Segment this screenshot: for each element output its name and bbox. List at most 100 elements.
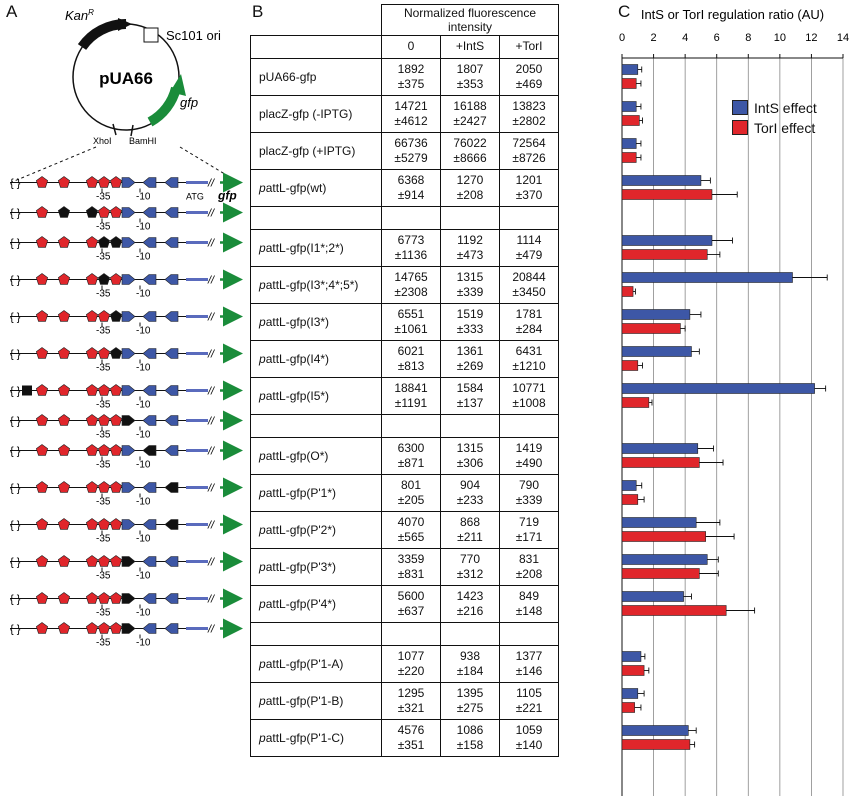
table-row: pattL-gfp(O*) 6300 ±871 1315 ±306 1419 ±490: [250, 436, 559, 475]
legend-label-ints: IntS effect: [754, 100, 817, 116]
binding-site-pentagon: [109, 444, 123, 456]
construct-name: pattL-gfp(P'1*): [250, 473, 382, 512]
value-cell: 1377 ±146: [499, 644, 559, 683]
bracket-symbol: { }: [10, 178, 21, 190]
name-prefix: p: [259, 596, 266, 611]
value-cell: 72564 ±8726: [499, 131, 559, 170]
binding-site-pentagon: [35, 518, 49, 530]
minus10-label: -10: [136, 289, 151, 300]
construct-name: pattL-gfp(O*): [250, 436, 382, 475]
value-cell: 6773 ±1136: [381, 228, 441, 267]
name-text: attL-gfp(I3*;4*;5*): [265, 277, 359, 292]
value-cell: 770 ±312: [440, 547, 500, 586]
bar-tori: [621, 702, 635, 713]
binding-site-pentagon: [57, 592, 71, 604]
bracket-symbol: { }: [10, 349, 21, 361]
binding-site-pentagon: [109, 414, 123, 426]
construct-name: pattL-gfp(P'1-C): [250, 718, 382, 757]
table-row: pattL-gfp(P'1-B) 1295 ±321 1395 ±275 1105 ±…: [250, 681, 559, 720]
binding-site-arrow: [142, 623, 157, 634]
minus10-label: -10: [136, 326, 151, 337]
value-cell: 10771 ±1008: [499, 376, 559, 415]
minus10-label: -10: [136, 252, 151, 263]
bar-tori: [621, 115, 640, 126]
bar-tori: [621, 78, 637, 89]
name-prefix: p: [259, 730, 266, 745]
bar-ints: [621, 517, 697, 528]
constructs-group: { } // -35 -10 ATG gfp { } // -35 -10 { } // -35 -10 {…: [10, 172, 243, 649]
minus35-label: -35: [96, 400, 111, 411]
binding-site-arrow: [142, 274, 157, 285]
name-prefix: p: [259, 559, 266, 574]
binding-site-pentagon: [85, 236, 99, 248]
binding-site-pentagon: [97, 622, 111, 634]
blank-cell: [381, 205, 441, 230]
value-cell: 868 ±211: [440, 510, 500, 549]
binding-site-arrow: [121, 445, 136, 456]
name-text: attL-gfp(I3*): [265, 314, 330, 329]
table-corner: [251, 5, 382, 36]
binding-site-pentagon: [85, 273, 99, 285]
value-cell: 1781 ±284: [499, 302, 559, 341]
binding-site-arrow: [142, 237, 157, 248]
bar-ints: [621, 688, 639, 699]
name-text: attL-gfp(P'4*): [265, 596, 337, 611]
table-row: [250, 413, 559, 438]
name-prefix: p: [259, 277, 266, 292]
x-tick-label: 10: [774, 32, 786, 44]
binding-site-pentagon: [35, 273, 49, 285]
binding-site-pentagon: [85, 176, 99, 188]
minus35-label: -35: [96, 497, 111, 508]
name-prefix: p: [259, 314, 266, 329]
binding-site-arrow: [121, 385, 136, 396]
bracket-symbol: { }: [10, 312, 21, 324]
break-mark: //: [207, 624, 215, 636]
value-cell: 6431 ±1210: [499, 339, 559, 378]
binding-site-pentagon: [57, 622, 71, 634]
binding-site-arrow: [142, 445, 157, 456]
value-cell: 14765 ±2308: [381, 265, 441, 304]
blank-cell: [440, 621, 500, 646]
binding-site-pentagon: [97, 481, 111, 493]
bracket-symbol: { }: [10, 446, 21, 458]
value-cell: 1086 ±158: [440, 718, 500, 757]
binding-site-pentagon: [57, 236, 71, 248]
bracket-symbol: { }: [10, 386, 21, 398]
binding-site-pentagon: [57, 414, 71, 426]
binding-site-pentagon: [97, 310, 111, 322]
binding-site-arrow: [121, 623, 136, 634]
binding-site-pentagon: [85, 206, 99, 218]
binding-site-pentagon: [97, 384, 111, 396]
binding-site-arrow: [121, 556, 136, 567]
break-mark: //: [207, 386, 215, 398]
bar-tori: [621, 323, 681, 334]
table-header: Normalized fluorescence intensity: [381, 4, 559, 36]
bar-tori: [621, 531, 706, 542]
blank-cell: [250, 621, 382, 646]
value-cell: 801 ±205: [381, 473, 441, 512]
column-header: +IntS: [440, 34, 500, 59]
minus10-label: -10: [136, 638, 151, 649]
value-cell: 1315 ±339: [440, 265, 500, 304]
minus35-label: -35: [96, 192, 111, 203]
binding-site-pentagon: [85, 444, 99, 456]
binding-site-arrow: [142, 207, 157, 218]
name-prefix: p: [259, 240, 266, 255]
construct-name: placZ-gfp (+IPTG): [250, 131, 382, 170]
construct-name: pattL-gfp(wt): [250, 168, 382, 207]
name-text: attL-gfp(O*): [265, 448, 329, 463]
panel-a-label: A: [6, 2, 18, 21]
value-cell: 1201 ±370: [499, 168, 559, 207]
binding-site-arrow: [121, 519, 136, 530]
binding-site-pentagon: [97, 414, 111, 426]
minus35-label: -35: [96, 289, 111, 300]
table-row: pattL-gfp(P'1*) 801 ±205 904 ±233 790 ±339: [250, 473, 559, 512]
binding-site-arrow: [164, 385, 179, 396]
gfp-label: gfp: [180, 95, 198, 110]
table-row: [250, 205, 559, 230]
blank-cell: [440, 413, 500, 438]
value-cell: 1077 ±220: [381, 644, 441, 683]
binding-site-pentagon: [35, 555, 49, 567]
panel-c-label: C: [618, 2, 631, 21]
value-cell: 1419 ±490: [499, 436, 559, 475]
